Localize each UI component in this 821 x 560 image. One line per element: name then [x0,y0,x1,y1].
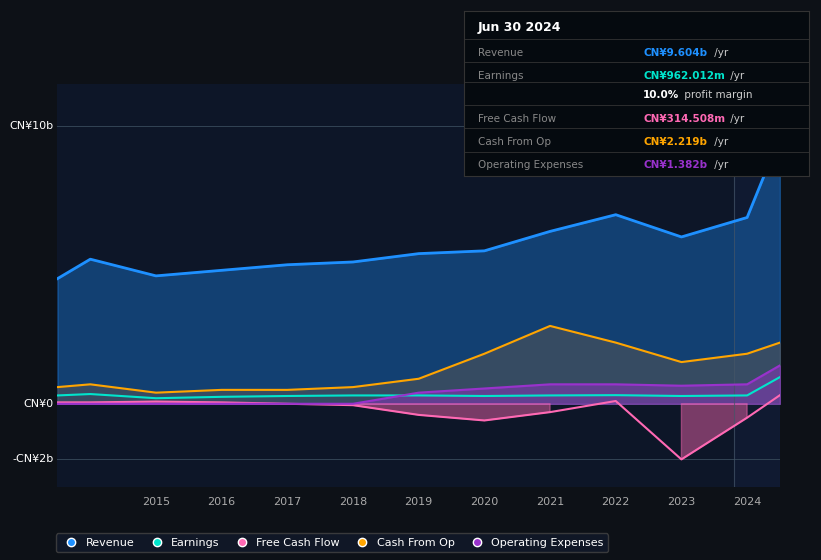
Text: Jun 30 2024: Jun 30 2024 [478,21,562,34]
Text: CN¥1.382b: CN¥1.382b [643,160,708,170]
Text: /yr: /yr [712,48,729,58]
Legend: Revenue, Earnings, Free Cash Flow, Cash From Op, Operating Expenses: Revenue, Earnings, Free Cash Flow, Cash … [56,533,608,552]
Text: Revenue: Revenue [478,48,523,58]
Text: 10.0%: 10.0% [643,91,680,100]
Text: CN¥0: CN¥0 [24,399,54,409]
Text: -CN¥2b: -CN¥2b [12,454,54,464]
Text: CN¥9.604b: CN¥9.604b [643,48,708,58]
Text: /yr: /yr [727,71,744,81]
Text: profit margin: profit margin [681,91,753,100]
Text: Cash From Op: Cash From Op [478,137,551,147]
Text: /yr: /yr [727,114,744,124]
Text: CN¥2.219b: CN¥2.219b [643,137,707,147]
Text: Earnings: Earnings [478,71,523,81]
Text: CN¥314.508m: CN¥314.508m [643,114,725,124]
Bar [734,84,780,487]
Text: Free Cash Flow: Free Cash Flow [478,114,556,124]
Text: /yr: /yr [712,160,729,170]
Text: CN¥10b: CN¥10b [10,121,54,130]
Text: /yr: /yr [712,137,729,147]
Text: CN¥962.012m: CN¥962.012m [643,71,725,81]
Text: Operating Expenses: Operating Expenses [478,160,583,170]
